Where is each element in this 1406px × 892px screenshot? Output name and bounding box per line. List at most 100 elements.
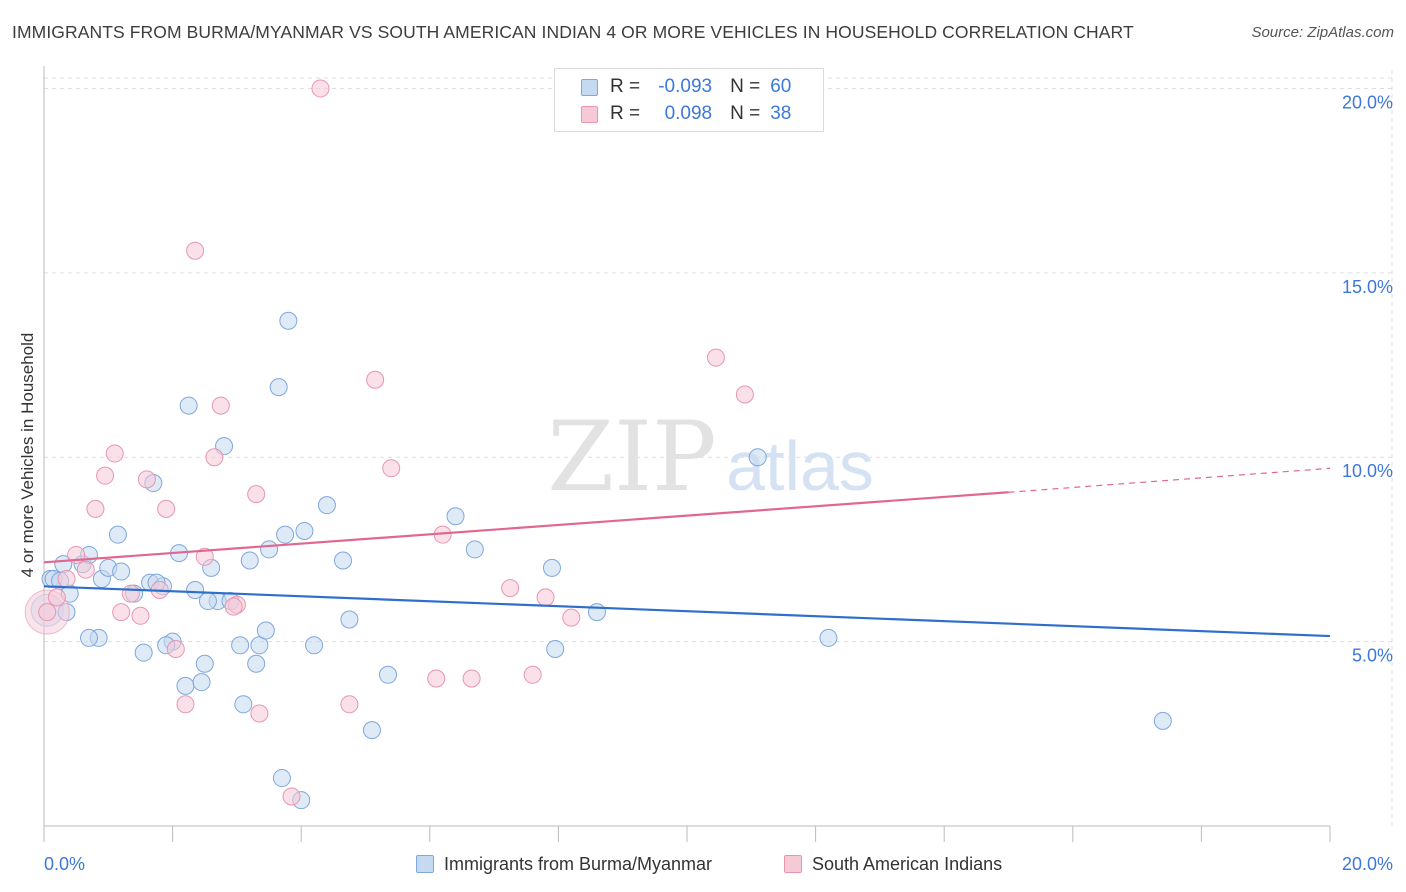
y-tick-label: 15.0%: [1342, 277, 1393, 297]
data-point: [211, 396, 230, 415]
data-point: [234, 695, 253, 714]
data-point: [819, 628, 838, 647]
bottom-legend-label-south-american: South American Indians: [812, 853, 1003, 874]
data-point: [446, 507, 465, 526]
data-point: [186, 241, 205, 260]
bottom-legend-burma: Immigrants from Burma/Myanmar: [416, 852, 712, 876]
chart-source: Source: ZipAtlas.com: [1251, 24, 1394, 41]
data-point: [205, 448, 224, 467]
data-point: [96, 466, 115, 485]
data-point: [311, 79, 330, 98]
legend-n-label: N =: [730, 76, 761, 97]
watermark: ZIP atlas: [547, 401, 874, 513]
grid-layer: [44, 70, 1393, 826]
trend-line-burma: [43, 585, 1331, 638]
data-point: [272, 769, 291, 788]
data-point: [379, 665, 398, 684]
data-point: [134, 643, 153, 662]
data-point: [587, 603, 606, 622]
data-point: [195, 654, 214, 673]
axis-layer: 5.0% 10.0% 15.0% 20.0% 0.0% 20.0%: [43, 66, 1393, 874]
data-point: [366, 370, 385, 389]
data-point: [240, 551, 259, 570]
data-point: [1153, 711, 1172, 730]
data-point: [279, 311, 298, 330]
data-point: [317, 496, 336, 515]
legend-n-value: 38: [770, 103, 792, 124]
data-point: [748, 448, 767, 467]
data-point: [562, 608, 581, 627]
data-point: [108, 525, 127, 544]
data-point: [382, 459, 401, 478]
legend-r-label: R =: [610, 76, 641, 97]
x-tick-label: 0.0%: [44, 854, 85, 874]
correlation-legend: R = -0.093 N = 60 R = 0.098 N = 38: [554, 68, 824, 132]
bottom-legend-label-burma: Immigrants from Burma/Myanmar: [444, 853, 713, 874]
data-point: [260, 540, 279, 559]
chart-title: IMMIGRANTS FROM BURMA/MYANMAR VS SOUTH A…: [12, 22, 1134, 42]
data-point: [256, 621, 275, 640]
watermark-atlas: atlas: [726, 427, 874, 505]
trend-layer: [43, 467, 1331, 638]
data-point: [536, 588, 555, 607]
data-point: [166, 639, 185, 658]
data-point: [340, 610, 359, 629]
y-tick-label: 10.0%: [1342, 461, 1393, 481]
data-point: [362, 721, 381, 740]
data-point: [247, 654, 266, 673]
data-point: [546, 639, 565, 658]
data-point: [179, 396, 198, 415]
bottom-legend-south-american: South American Indians: [784, 852, 1002, 876]
legend-row-south-american: R = 0.098 N = 38: [555, 101, 791, 127]
data-point: [501, 579, 520, 598]
data-point: [112, 562, 131, 581]
legend-swatch-burma: [581, 78, 598, 96]
data-point: [250, 704, 269, 723]
y-tick-label: 20.0%: [1342, 92, 1393, 112]
bottom-legend-swatch-south-american: [784, 855, 802, 873]
data-point: [276, 525, 295, 544]
data-point: [176, 695, 195, 714]
data-point: [137, 470, 156, 489]
data-point: [247, 485, 266, 504]
data-point: [86, 499, 105, 518]
data-point: [427, 669, 446, 688]
y-tick-label: 5.0%: [1352, 646, 1393, 666]
data-point: [198, 592, 217, 611]
data-point: [231, 636, 250, 655]
data-point: [295, 521, 314, 540]
data-point: [80, 628, 99, 647]
data-point: [176, 676, 195, 695]
data-point: [38, 603, 57, 622]
trend-line-south-american-extension: [1008, 467, 1331, 493]
trend-line-south-american: [43, 491, 1009, 564]
data-point: [269, 378, 288, 397]
data-point: [282, 787, 301, 806]
legend-n-label: N =: [730, 103, 761, 124]
data-point: [523, 665, 542, 684]
x-tick-label: 20.0%: [1342, 854, 1393, 874]
data-point: [105, 444, 124, 463]
data-point: [224, 597, 243, 616]
data-point: [340, 695, 359, 714]
legend-row-burma: R = -0.093 N = 60: [555, 74, 791, 100]
data-point: [47, 588, 66, 607]
legend-r-label: R =: [610, 103, 641, 124]
data-point: [706, 348, 725, 367]
data-point: [462, 669, 481, 688]
data-point: [735, 385, 754, 404]
data-point: [195, 547, 214, 566]
data-point: [542, 558, 561, 577]
series-south-american-points: [24, 79, 754, 806]
legend-swatch-south-american: [581, 105, 598, 123]
watermark-zip: ZIP: [547, 401, 716, 513]
data-point: [76, 560, 95, 579]
data-point: [112, 603, 131, 622]
data-point: [57, 569, 76, 588]
data-point: [157, 499, 176, 518]
legend-r-value: 0.098: [664, 103, 713, 124]
bottom-legend-swatch-burma: [416, 855, 434, 873]
data-point: [333, 551, 352, 570]
legend-r-value: -0.093: [658, 76, 713, 97]
